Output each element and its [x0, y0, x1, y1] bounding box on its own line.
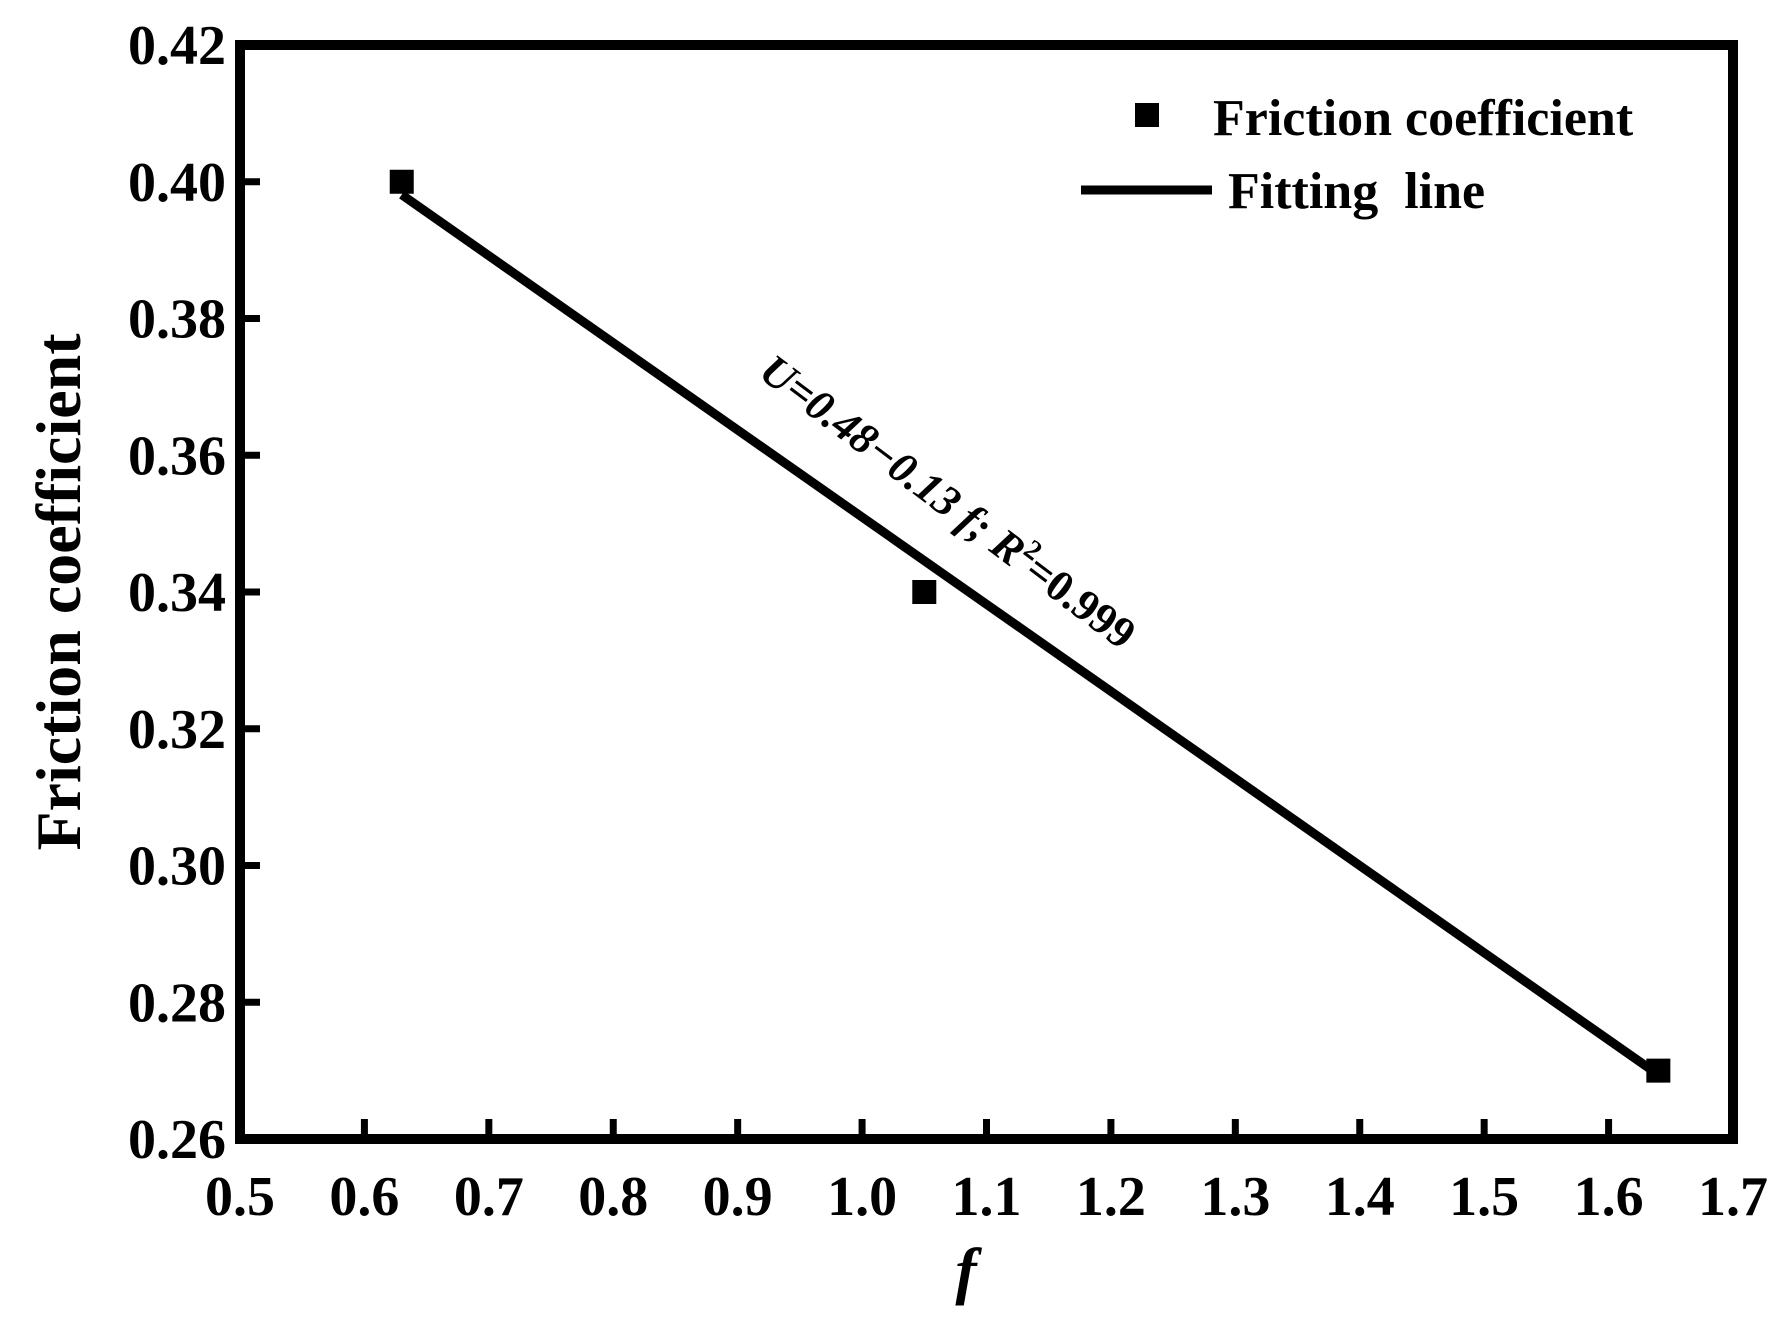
y-tick-label: 0.28: [128, 972, 226, 1034]
y-tick-label: 0.38: [128, 289, 226, 351]
data-point: [912, 580, 937, 604]
y-axis-ticks: 0.26 0.28 0.30 0.32 0.34 0.36 0.38 0.40 0.42: [128, 15, 260, 1171]
y-axis-title: Friction coefficient: [23, 333, 94, 851]
x-tick-label: 1.6: [1574, 1166, 1644, 1228]
x-tick-label: 0.7: [454, 1166, 524, 1228]
legend: Friction coefficient Fitting line: [1081, 90, 1634, 220]
y-tick-label: 0.32: [128, 699, 226, 761]
fit-equation-annotation: U=0.48−0.13 f; R2=0.999: [751, 342, 1147, 658]
plot-area-frame: [235, 40, 1738, 1144]
x-tick-label: 0.9: [703, 1166, 773, 1228]
legend-label-friction-coefficient: Friction coefficient: [1213, 90, 1634, 147]
y-tick-label: 0.42: [128, 15, 226, 77]
x-tick-label: 1.3: [1200, 1166, 1270, 1228]
x-tick-label: 1.4: [1325, 1166, 1395, 1228]
x-tick-label: 1.1: [952, 1166, 1022, 1228]
x-tick-label: 0.5: [205, 1166, 275, 1228]
legend-label-fitting-line: Fitting line: [1228, 163, 1485, 220]
y-tick-label: 0.40: [128, 152, 226, 214]
data-point: [1646, 1058, 1671, 1083]
x-axis-title: f: [955, 1235, 982, 1306]
x-tick-label: 1.5: [1449, 1166, 1519, 1228]
friction-coefficient-series: [389, 169, 1671, 1083]
legend-marker-square: [1135, 103, 1159, 127]
x-tick-label: 1.2: [1076, 1166, 1146, 1228]
y-tick-label: 0.26: [128, 1109, 226, 1171]
x-tick-label: 1.0: [827, 1166, 897, 1228]
y-tick-label: 0.34: [128, 562, 226, 624]
fitting-line: [399, 191, 1661, 1079]
x-tick-label: 0.6: [329, 1166, 399, 1228]
data-point: [389, 169, 414, 194]
x-tick-label: 0.8: [578, 1166, 648, 1228]
y-tick-label: 0.36: [128, 425, 226, 487]
fitting-line-series: [399, 191, 1661, 1079]
y-tick-label: 0.30: [128, 836, 226, 898]
x-tick-label: 1.7: [1698, 1166, 1768, 1228]
